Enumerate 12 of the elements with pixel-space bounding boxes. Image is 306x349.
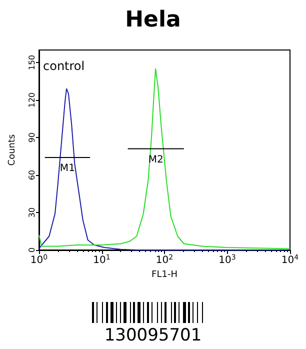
y-tick-label: 90: [28, 132, 36, 143]
y-tick-label: 60: [28, 170, 36, 180]
text: 130095701: [104, 326, 202, 346]
annotation: control: [43, 59, 85, 73]
y-axis-title: Counts: [8, 134, 18, 166]
legend-label: M1: [60, 163, 75, 174]
y-tick-label: 30: [28, 207, 36, 218]
y-tick-label: 120: [28, 92, 36, 108]
chart-title: Hela: [125, 8, 181, 32]
x-axis-title: FL1-H: [152, 270, 178, 280]
y-tick-label: 150: [28, 54, 36, 70]
y-tick-label: 0: [28, 247, 36, 253]
